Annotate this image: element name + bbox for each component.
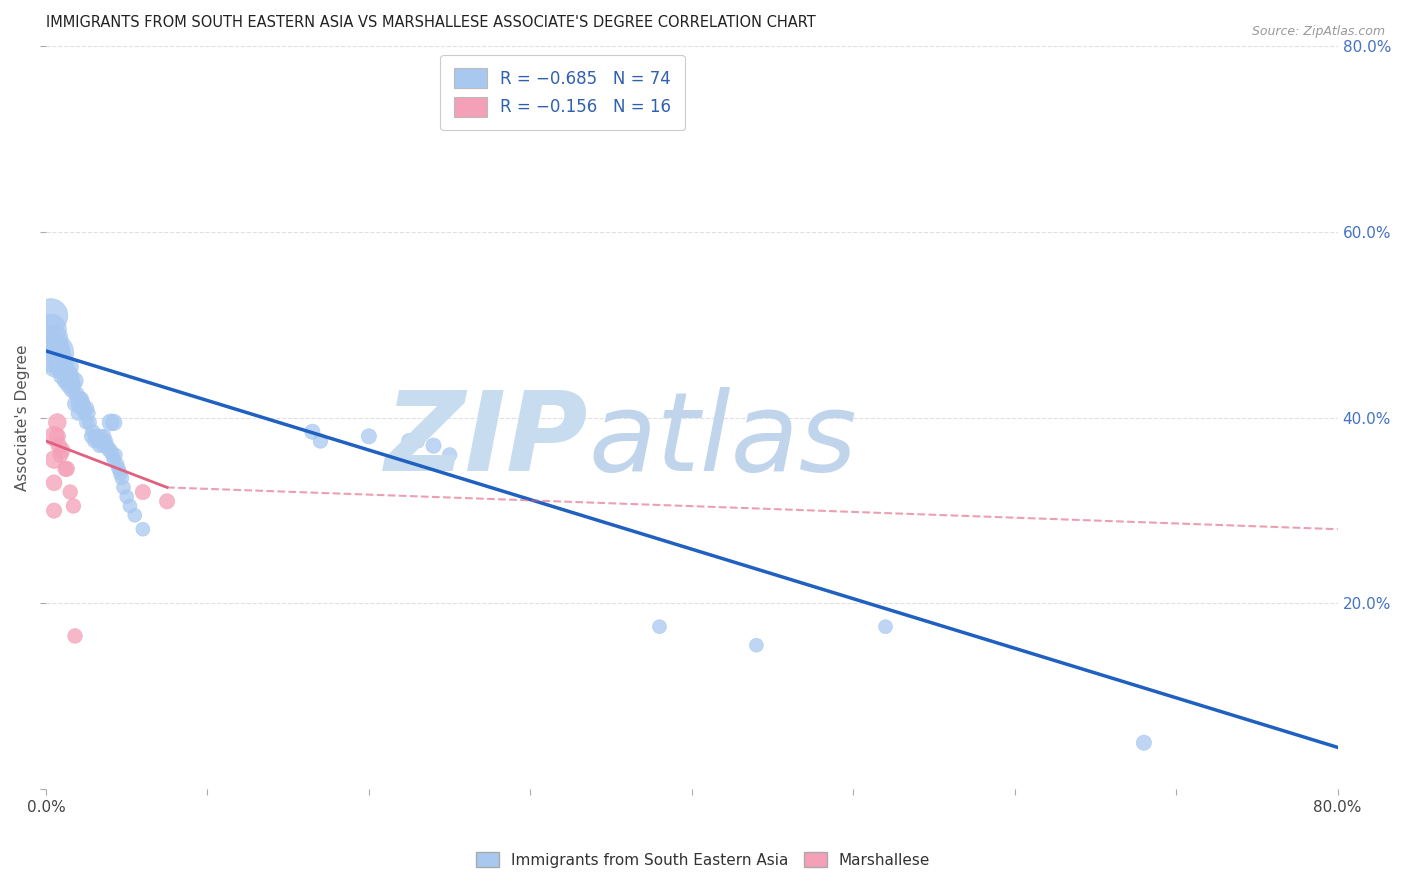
Point	[46, 416, 69, 430]
Point	[398, 434, 420, 448]
Point	[39, 323, 62, 337]
Point	[90, 429, 112, 443]
Point	[83, 434, 105, 448]
Point	[59, 369, 82, 384]
Point	[82, 425, 104, 439]
Point	[648, 620, 671, 634]
Point	[69, 392, 91, 407]
Point	[105, 457, 128, 471]
Point	[103, 452, 125, 467]
Point	[309, 434, 332, 448]
Point	[357, 429, 380, 443]
Point	[124, 508, 146, 523]
Point	[100, 416, 122, 430]
Point	[115, 490, 138, 504]
Legend: R = −0.685   N = 74, R = −0.156   N = 16: R = −0.685 N = 74, R = −0.156 N = 16	[440, 54, 685, 130]
Point	[42, 332, 65, 346]
Point	[48, 359, 70, 374]
Point	[100, 443, 122, 458]
Point	[422, 439, 444, 453]
Point	[42, 452, 65, 467]
Point	[301, 425, 323, 439]
Point	[79, 416, 101, 430]
Point	[875, 620, 897, 634]
Point	[49, 346, 72, 360]
Point	[67, 406, 90, 420]
Point	[73, 406, 96, 420]
Point	[75, 416, 97, 430]
Point	[112, 480, 135, 494]
Point	[111, 471, 134, 485]
Point	[94, 434, 117, 448]
Point	[132, 522, 155, 536]
Point	[63, 629, 86, 643]
Point	[42, 346, 65, 360]
Point	[59, 485, 82, 500]
Legend: Immigrants from South Eastern Asia, Marshallese: Immigrants from South Eastern Asia, Mars…	[470, 846, 936, 873]
Point	[48, 351, 70, 365]
Text: Source: ZipAtlas.com: Source: ZipAtlas.com	[1251, 25, 1385, 38]
Point	[39, 309, 62, 323]
Point	[110, 467, 132, 481]
Point	[62, 499, 84, 513]
Point	[67, 397, 90, 411]
Point	[59, 359, 82, 374]
Point	[101, 448, 124, 462]
Point	[66, 387, 89, 401]
Text: ZIP: ZIP	[385, 386, 589, 493]
Point	[96, 439, 118, 453]
Point	[48, 439, 70, 453]
Point	[42, 503, 65, 517]
Point	[70, 392, 93, 407]
Point	[46, 341, 69, 355]
Point	[63, 397, 86, 411]
Point	[80, 429, 103, 443]
Text: atlas: atlas	[589, 386, 858, 493]
Point	[58, 374, 80, 388]
Point	[42, 429, 65, 443]
Point	[406, 434, 429, 448]
Point	[53, 374, 76, 388]
Point	[104, 448, 127, 462]
Point	[91, 434, 114, 448]
Point	[53, 462, 76, 476]
Point	[52, 355, 75, 369]
Point	[745, 638, 768, 652]
Point	[93, 439, 115, 453]
Point	[46, 355, 69, 369]
Point	[84, 429, 107, 443]
Point	[60, 374, 83, 388]
Point	[51, 369, 73, 384]
Text: IMMIGRANTS FROM SOUTH EASTERN ASIA VS MARSHALLESE ASSOCIATE'S DEGREE CORRELATION: IMMIGRANTS FROM SOUTH EASTERN ASIA VS MA…	[46, 15, 815, 30]
Point	[132, 485, 155, 500]
Point	[58, 378, 80, 392]
Point	[56, 364, 79, 378]
Point	[86, 434, 108, 448]
Point	[75, 401, 97, 416]
Point	[72, 397, 94, 411]
Point	[46, 429, 69, 443]
Point	[89, 439, 111, 453]
Point	[60, 383, 83, 397]
Point	[51, 443, 73, 458]
Point	[103, 416, 125, 430]
Point	[107, 462, 129, 476]
Point	[62, 378, 84, 392]
Point	[42, 475, 65, 490]
Point	[97, 443, 120, 458]
Point	[49, 448, 72, 462]
Point	[77, 406, 100, 420]
Point	[53, 359, 76, 374]
Point	[51, 359, 73, 374]
Point	[63, 374, 86, 388]
Y-axis label: Associate's Degree: Associate's Degree	[15, 344, 30, 491]
Point	[439, 448, 461, 462]
Point	[156, 494, 179, 508]
Point	[118, 499, 141, 513]
Point	[56, 462, 79, 476]
Point	[93, 429, 115, 443]
Point	[70, 401, 93, 416]
Point	[1133, 736, 1156, 750]
